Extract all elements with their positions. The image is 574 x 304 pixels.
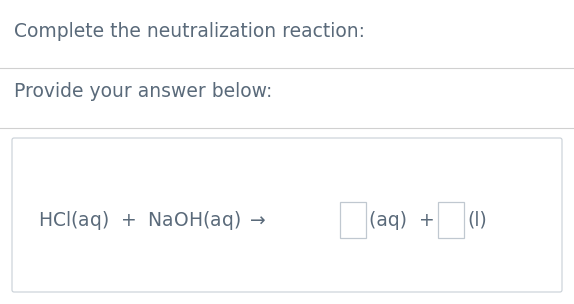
Text: Complete the neutralization reaction:: Complete the neutralization reaction: [14,22,365,41]
Text: (l): (l) [467,210,487,230]
Bar [340,202,366,238]
Text: Provide your answer below:: Provide your answer below: [14,82,273,101]
Bar [438,202,464,238]
FancyBboxPatch shape [12,138,562,292]
Text: (aq)  +: (aq) + [369,210,435,230]
Text: HCl$($aq$)$  +  NaOH$($aq$)$ $\rightarrow$: HCl$($aq$)$ + NaOH$($aq$)$ $\rightarrow$ [38,209,267,232]
